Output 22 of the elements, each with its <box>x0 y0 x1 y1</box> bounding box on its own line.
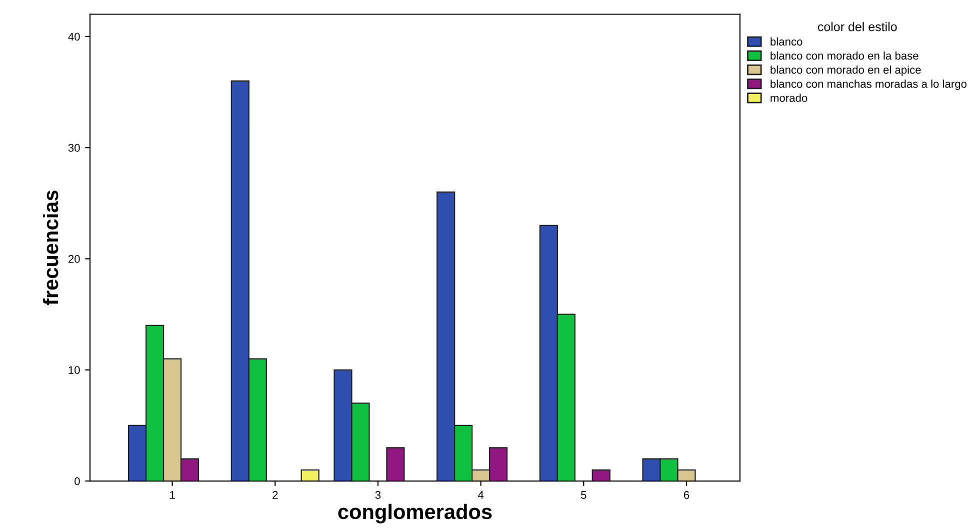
y-axis-title: frecuencias <box>42 190 58 306</box>
legend-label: blanco con morado en el apice <box>770 66 921 76</box>
x-tick-label: 5 <box>581 491 586 499</box>
y-tick-label: 20 <box>68 255 80 263</box>
x-axis-title: conglomerados <box>338 504 492 524</box>
y-tick-label: 40 <box>68 32 80 41</box>
x-tick-label: 1 <box>170 491 175 499</box>
legend-title: color del estilo <box>818 22 897 32</box>
legend-label: blanco con morado en la base <box>770 51 918 60</box>
bar <box>300 469 320 482</box>
x-tick-label: 3 <box>375 491 381 499</box>
legend-label: blanco con manchas moradas a lo largo <box>770 80 967 90</box>
x-tick-label: 6 <box>684 491 690 499</box>
bar <box>592 469 610 482</box>
legend-label: morado <box>770 94 808 102</box>
bar <box>386 447 405 482</box>
x-tick-label: 2 <box>272 491 278 499</box>
y-tick-label: 10 <box>68 366 80 374</box>
legend-label: blanco <box>770 37 802 46</box>
y-tick-label: 30 <box>68 144 80 152</box>
y-tick-label: 0 <box>74 477 80 486</box>
x-tick-label: 4 <box>478 491 484 499</box>
